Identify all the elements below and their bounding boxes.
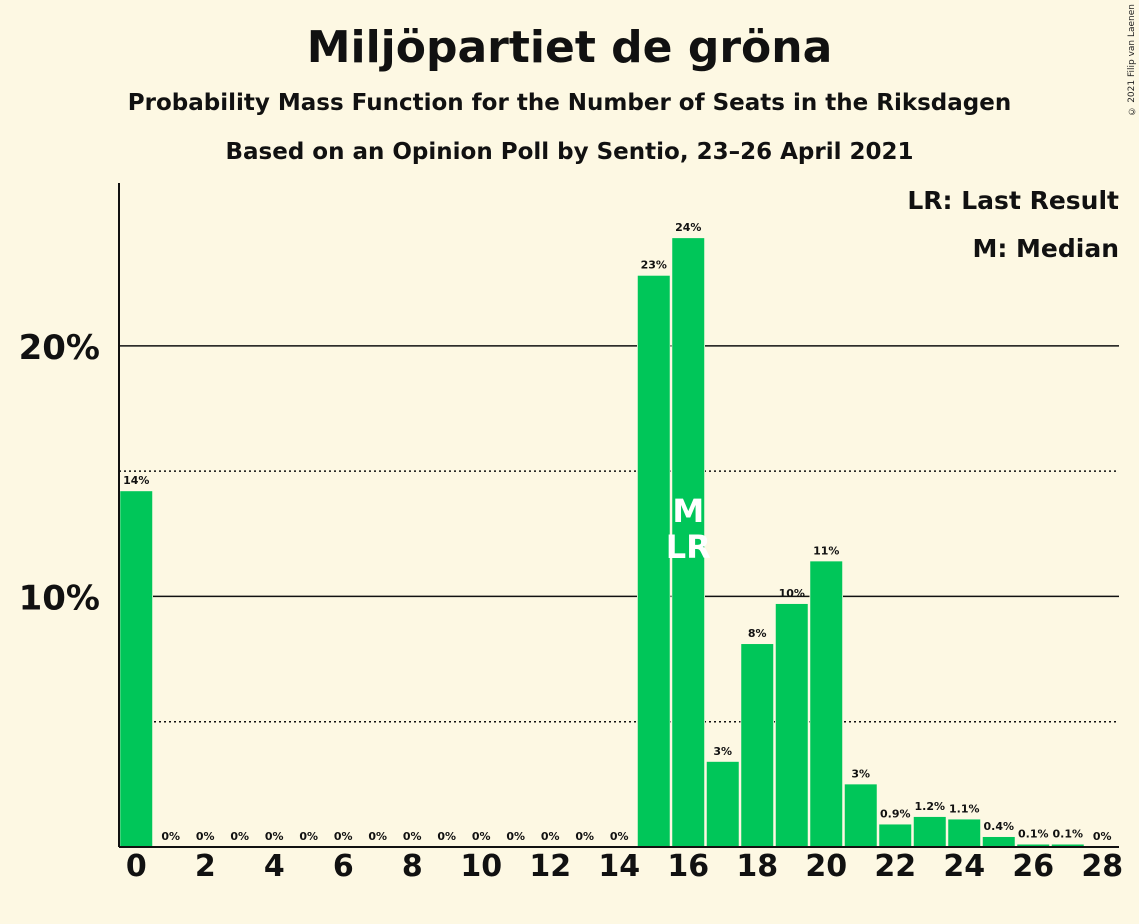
data-label: 0%	[506, 830, 525, 843]
chart-subtitle: Probability Mass Function for the Number…	[127, 90, 1012, 116]
bar	[120, 491, 153, 847]
x-tick-label: 18	[736, 849, 778, 884]
median-marker: M	[672, 492, 704, 530]
bar	[879, 824, 912, 847]
legend-median: M: Median	[972, 234, 1119, 263]
bar	[913, 816, 946, 847]
x-tick-label: 24	[943, 849, 985, 884]
data-label: 0.9%	[880, 807, 911, 820]
x-tick-label: 28	[1081, 849, 1123, 884]
data-label: 0.1%	[1018, 827, 1049, 840]
data-label: 11%	[813, 544, 839, 557]
data-label: 0%	[161, 830, 180, 843]
data-label: 8%	[748, 627, 767, 640]
x-tick-label: 0	[126, 849, 147, 884]
x-tick-label: 6	[333, 849, 354, 884]
data-label: 1.2%	[914, 800, 945, 813]
x-tick-label: 22	[874, 849, 916, 884]
data-label: 0%	[437, 830, 456, 843]
x-tick-label: 8	[402, 849, 423, 884]
legend-last-result: LR: Last Result	[907, 186, 1119, 215]
data-label: 23%	[641, 259, 667, 272]
data-label: 0%	[230, 830, 249, 843]
data-label: 0.4%	[983, 820, 1014, 833]
data-label: 3%	[713, 745, 732, 758]
chart-source-line: Based on an Opinion Poll by Sentio, 23–2…	[225, 139, 914, 165]
bar	[775, 603, 808, 847]
data-label: 0%	[196, 830, 215, 843]
bar	[810, 561, 843, 847]
data-label: 1.1%	[949, 802, 980, 815]
data-label: 14%	[123, 474, 149, 487]
data-label: 0.1%	[1052, 827, 1083, 840]
x-tick-label: 10	[460, 849, 502, 884]
data-label: 0%	[1093, 830, 1112, 843]
data-label: 0%	[541, 830, 560, 843]
bar	[948, 819, 981, 847]
x-tick-label: 16	[667, 849, 709, 884]
data-label: 0%	[610, 830, 629, 843]
data-label: 0%	[334, 830, 353, 843]
data-label: 0%	[403, 830, 422, 843]
data-label: 3%	[851, 767, 870, 780]
y-tick-label: 20%	[19, 328, 100, 368]
bar	[706, 761, 739, 847]
bar	[637, 275, 670, 847]
x-tick-label: 4	[264, 849, 285, 884]
bar	[1017, 844, 1050, 847]
x-tick-label: 26	[1012, 849, 1054, 884]
data-label: 0%	[575, 830, 594, 843]
x-tick-label: 20	[805, 849, 847, 884]
x-tick-label: 2	[195, 849, 216, 884]
data-label: 0%	[472, 830, 491, 843]
bar	[741, 644, 774, 847]
data-label: 0%	[265, 830, 284, 843]
bar	[844, 784, 877, 847]
bar	[672, 238, 705, 848]
x-tick-label: 12	[529, 849, 571, 884]
last-result-marker: LR	[666, 528, 711, 566]
chart-title: Miljöpartiet de gröna	[306, 22, 833, 73]
data-label: 24%	[675, 221, 701, 234]
bar	[1051, 844, 1084, 847]
y-tick-label: 10%	[19, 578, 100, 618]
data-label: 0%	[299, 830, 318, 843]
data-label: 0%	[368, 830, 387, 843]
x-tick-label: 14	[598, 849, 640, 884]
data-label: 10%	[779, 587, 805, 600]
bar	[982, 836, 1015, 847]
